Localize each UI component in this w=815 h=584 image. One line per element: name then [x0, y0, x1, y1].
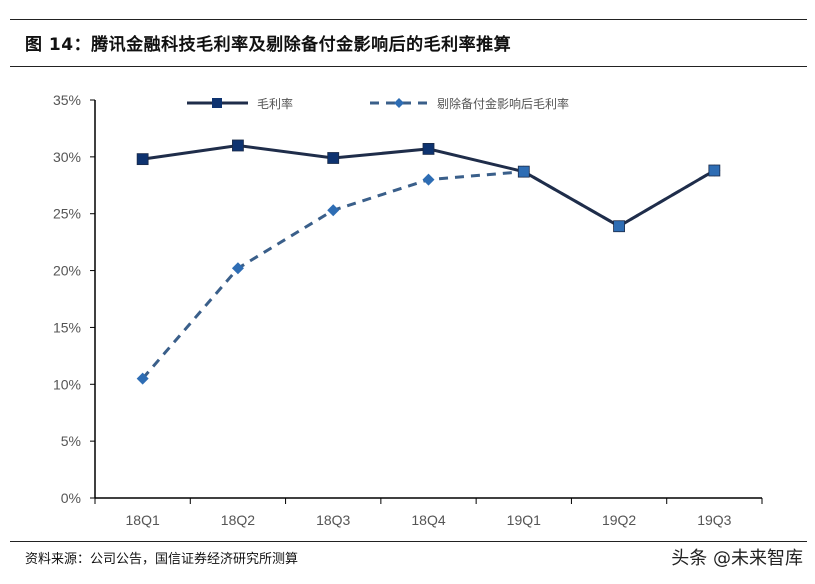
y-tick-label: 25%	[53, 206, 81, 222]
x-tick-label: 19Q2	[602, 512, 636, 528]
diamond-marker	[136, 372, 149, 385]
legend-label-adjusted-margin: 剔除备付金影响后毛利率	[437, 96, 569, 111]
square-marker	[136, 153, 149, 166]
title-bottom-rule	[10, 66, 807, 67]
x-tick-label: 18Q1	[126, 512, 160, 528]
series-gross-margin-line	[142, 143, 716, 228]
square-marker	[327, 152, 340, 164]
square-marker	[517, 165, 530, 178]
y-tick-label: 5%	[61, 433, 81, 449]
x-tick-label: 19Q3	[697, 512, 731, 528]
y-tick-label: 10%	[53, 376, 81, 392]
y-tick-label: 20%	[53, 263, 81, 279]
square-marker	[422, 142, 435, 155]
y-tick-label: 15%	[53, 319, 81, 335]
source-note: 资料来源：公司公告，国信证券经济研究所测算	[25, 552, 299, 567]
x-tick-label: 18Q4	[411, 512, 445, 528]
y-tick-label: 30%	[53, 149, 81, 165]
x-tick-label: 19Q1	[507, 512, 541, 528]
square-marker	[232, 139, 244, 152]
diamond-marker	[422, 173, 435, 186]
diamond-marker	[327, 204, 340, 217]
legend-label-gross-margin: 毛利率	[257, 96, 293, 111]
legend-square-marker	[212, 98, 222, 108]
x-tick-label: 18Q2	[221, 512, 255, 528]
figure-title: 图 14：腾讯金融科技毛利率及剔除备付金影响后的毛利率推算	[25, 35, 512, 55]
square-marker	[613, 220, 625, 233]
footer-rule	[10, 541, 807, 542]
watermark: 头条 @未来智库	[671, 548, 803, 569]
y-tick-label: 0%	[61, 490, 81, 506]
top-rule	[10, 19, 807, 20]
y-tick-label: 35%	[53, 92, 81, 108]
diamond-marker	[231, 262, 244, 275]
x-tick-label: 18Q3	[316, 512, 350, 528]
series-adjusted-line	[141, 169, 716, 380]
legend-diamond-marker	[394, 98, 404, 108]
square-marker	[708, 164, 721, 177]
